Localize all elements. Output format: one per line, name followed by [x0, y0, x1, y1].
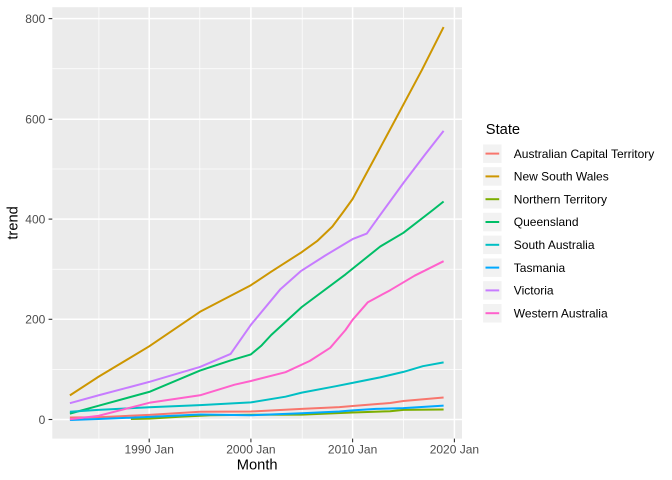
- svg-text:600: 600: [25, 113, 45, 127]
- svg-text:Northern Territory: Northern Territory: [514, 192, 607, 206]
- svg-text:State: State: [486, 122, 520, 138]
- svg-text:New South Wales: New South Wales: [514, 170, 609, 184]
- svg-text:Queensland: Queensland: [514, 215, 579, 229]
- svg-text:800: 800: [25, 12, 45, 26]
- svg-text:Month: Month: [237, 458, 278, 474]
- svg-text:Western Australia: Western Australia: [514, 306, 608, 320]
- svg-text:2010 Jan: 2010 Jan: [328, 443, 377, 457]
- svg-text:400: 400: [25, 213, 45, 227]
- svg-text:South Australia: South Australia: [514, 238, 595, 252]
- svg-text:2020 Jan: 2020 Jan: [430, 443, 479, 457]
- svg-text:2000 Jan: 2000 Jan: [226, 443, 275, 457]
- svg-text:1990 Jan: 1990 Jan: [125, 443, 174, 457]
- svg-text:Tasmania: Tasmania: [514, 261, 566, 275]
- svg-text:Australian Capital Territory: Australian Capital Territory: [514, 147, 655, 161]
- svg-text:trend: trend: [6, 206, 22, 239]
- svg-text:Victoria: Victoria: [514, 284, 554, 298]
- svg-text:0: 0: [39, 413, 46, 427]
- svg-text:200: 200: [25, 313, 45, 327]
